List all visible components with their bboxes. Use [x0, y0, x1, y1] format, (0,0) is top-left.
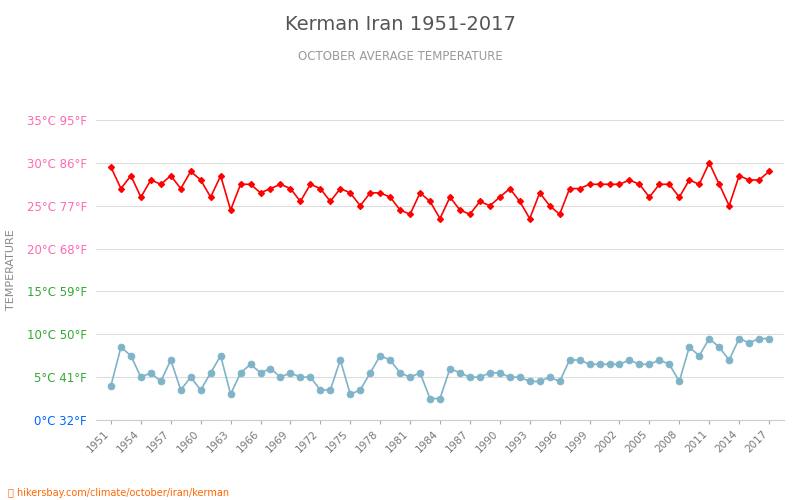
Text: OCTOBER AVERAGE TEMPERATURE: OCTOBER AVERAGE TEMPERATURE: [298, 50, 502, 63]
Text: 📍 hikersbay.com/climate/october/iran/kerman: 📍 hikersbay.com/climate/october/iran/ker…: [8, 488, 229, 498]
Y-axis label: TEMPERATURE: TEMPERATURE: [6, 230, 16, 310]
Text: Kerman Iran 1951-2017: Kerman Iran 1951-2017: [285, 15, 515, 34]
